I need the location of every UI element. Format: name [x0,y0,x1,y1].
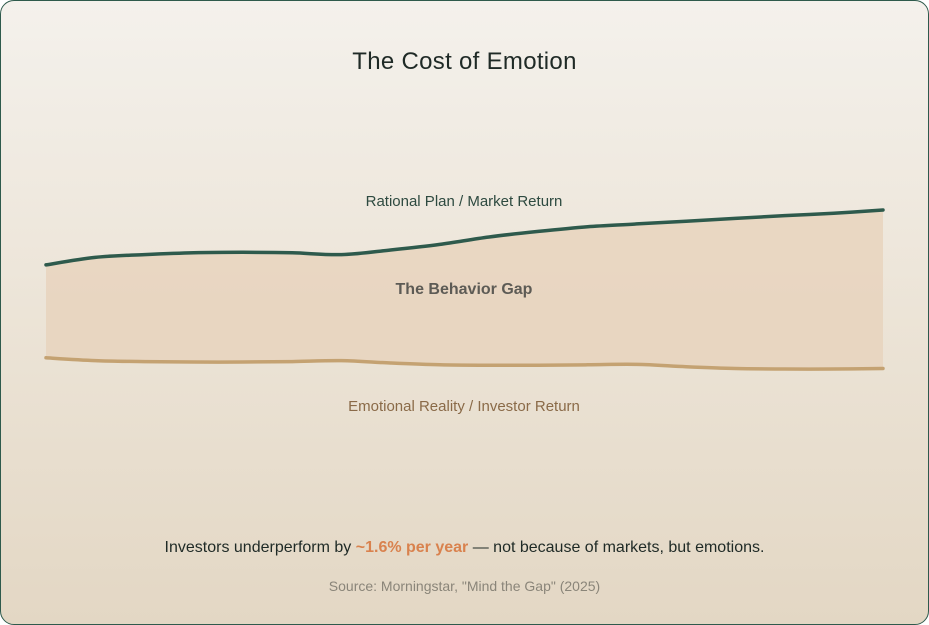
chart-title: The Cost of Emotion [352,48,577,75]
behavior-gap-label: The Behavior Gap [396,281,533,298]
investor-return-line [44,356,885,371]
footer-text: Investors underperform by ~1.6% per year… [1,539,928,557]
footer-highlight: ~1.6% per year [355,539,469,556]
market-return-label: Rational Plan / Market Return [366,193,563,210]
investor-return-label: Emotional Reality / Investor Return [348,398,580,415]
source-note: Source: Morningstar, "Mind the Gap" (202… [328,578,601,594]
behavior-gap-area [46,210,883,370]
footer-suffix: — not because of markets, but emotions. [468,539,765,556]
market-return-line [44,208,885,267]
footer-prefix: Investors underperform by [164,539,356,556]
